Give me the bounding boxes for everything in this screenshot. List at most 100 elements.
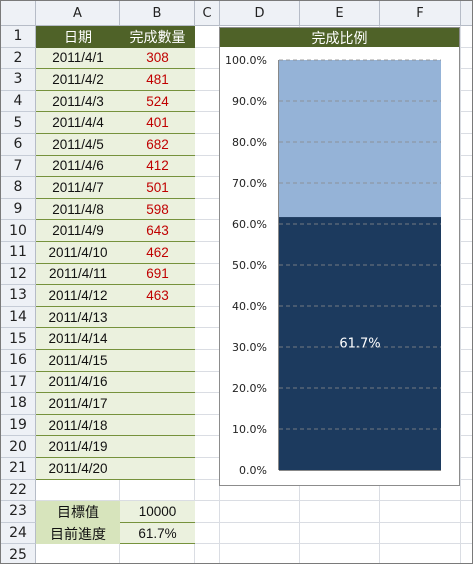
date-cell[interactable]: 2011/4/3 [36, 90, 120, 113]
row-header-1[interactable]: 1 [1, 26, 36, 48]
completion-chart[interactable]: 完成比例 0.0% 10.0% 20.0% 30.0% 40.0% 50.0% 60.0% 7… [219, 27, 460, 486]
row-header-2[interactable]: 2 [1, 47, 36, 70]
target-value[interactable]: 10000 [120, 501, 195, 523]
y-tick-label: 90.0% [232, 95, 267, 108]
row-header-20[interactable]: 20 [1, 436, 36, 458]
row-header-19[interactable]: 19 [1, 414, 36, 437]
quantity-cell[interactable]: 691 [120, 263, 195, 286]
date-cell[interactable]: 2011/4/9 [36, 220, 120, 242]
chart-title: 完成比例 [220, 28, 459, 47]
date-cell[interactable]: 2011/4/8 [36, 198, 120, 221]
column-header-f[interactable]: F [380, 1, 461, 26]
quantity-cell[interactable]: 682 [120, 134, 195, 156]
column-header-e[interactable]: E [300, 1, 380, 26]
grid-line-vertical [460, 26, 461, 563]
date-cell[interactable]: 2011/4/6 [36, 155, 120, 178]
column-header-b[interactable]: B [120, 1, 195, 26]
quantity-cell[interactable]: 524 [120, 90, 195, 113]
y-tick-label: 40.0% [232, 300, 267, 313]
grid-line-horizontal [36, 500, 472, 502]
column-header-c[interactable]: C [195, 1, 220, 26]
y-tick-label: 70.0% [232, 177, 267, 190]
completed-bar-segment [279, 217, 441, 470]
quantity-cell[interactable] [120, 371, 195, 394]
date-cell[interactable]: 2011/4/13 [36, 306, 120, 329]
row-header-18[interactable]: 18 [1, 393, 36, 415]
row-header-13[interactable]: 13 [1, 285, 36, 307]
target-label[interactable]: 目標值 [36, 501, 120, 523]
bar-data-label: 61.7% [339, 337, 380, 352]
select-all-corner[interactable] [1, 1, 36, 26]
date-column-header[interactable]: 日期 [36, 26, 120, 48]
y-tick-label: 80.0% [232, 136, 267, 149]
row-header-8[interactable]: 8 [1, 177, 36, 199]
grid-line-horizontal [36, 521, 472, 523]
y-tick-label: 20.0% [232, 382, 267, 395]
row-header-9[interactable]: 9 [1, 198, 36, 221]
quantity-cell[interactable]: 463 [120, 285, 195, 307]
row-header-15[interactable]: 15 [1, 328, 36, 350]
date-cell[interactable]: 2011/4/12 [36, 285, 120, 307]
date-cell[interactable]: 2011/4/1 [36, 47, 120, 70]
quantity-cell[interactable] [120, 350, 195, 372]
date-cell[interactable]: 2011/4/20 [36, 458, 120, 480]
y-tick-label: 60.0% [232, 218, 267, 231]
quantity-cell[interactable] [120, 306, 195, 329]
row-header-11[interactable]: 11 [1, 242, 36, 264]
quantity-cell[interactable]: 501 [120, 177, 195, 199]
row-header-10[interactable]: 10 [1, 220, 36, 242]
date-cell[interactable]: 2011/4/10 [36, 242, 120, 264]
quantity-cell[interactable] [120, 436, 195, 458]
row-header-4[interactable]: 4 [1, 90, 36, 113]
date-cell[interactable]: 2011/4/5 [36, 134, 120, 156]
progress-value[interactable]: 61.7% [120, 522, 195, 545]
quantity-cell[interactable] [120, 458, 195, 480]
column-header-a[interactable]: A [36, 1, 120, 26]
row-header-14[interactable]: 14 [1, 306, 36, 329]
date-cell[interactable]: 2011/4/4 [36, 112, 120, 134]
date-cell[interactable]: 2011/4/18 [36, 414, 120, 437]
grid-line-horizontal [36, 543, 472, 545]
date-cell[interactable]: 2011/4/15 [36, 350, 120, 372]
row-header-5[interactable]: 5 [1, 112, 36, 134]
quantity-cell[interactable]: 308 [120, 47, 195, 70]
y-tick-label: 50.0% [232, 259, 267, 272]
quantity-cell[interactable]: 598 [120, 198, 195, 221]
date-cell[interactable]: 2011/4/11 [36, 263, 120, 286]
row-header-23[interactable]: 23 [1, 501, 36, 523]
quantity-cell[interactable]: 643 [120, 220, 195, 242]
quantity-cell[interactable]: 481 [120, 69, 195, 91]
column-header-d[interactable]: D [220, 1, 300, 26]
date-cell[interactable]: 2011/4/16 [36, 371, 120, 394]
chart-plot: 0.0% 10.0% 20.0% 30.0% 40.0% 50.0% 60.0% 70.0% 8… [225, 54, 441, 477]
quantity-cell[interactable] [120, 393, 195, 415]
row-header-17[interactable]: 17 [1, 371, 36, 394]
date-cell[interactable]: 2011/4/19 [36, 436, 120, 458]
date-cell[interactable]: 2011/4/2 [36, 69, 120, 91]
row-header-3[interactable]: 3 [1, 69, 36, 91]
quantity-cell[interactable]: 462 [120, 242, 195, 264]
row-header-22[interactable]: 22 [1, 479, 36, 502]
quantity-cell[interactable]: 412 [120, 155, 195, 178]
date-cell[interactable]: 2011/4/14 [36, 328, 120, 350]
quantity-cell[interactable] [120, 414, 195, 437]
row-header-7[interactable]: 7 [1, 155, 36, 178]
row-header-25[interactable]: 25 [1, 544, 36, 563]
progress-label[interactable]: 目前進度 [36, 522, 120, 545]
date-cell[interactable]: 2011/4/17 [36, 393, 120, 415]
remaining-bar-segment [279, 60, 441, 218]
row-header-24[interactable]: 24 [1, 522, 36, 545]
quantity-cell[interactable] [120, 328, 195, 350]
date-cell[interactable]: 2011/4/7 [36, 177, 120, 199]
quantity-cell[interactable]: 401 [120, 112, 195, 134]
row-header-21[interactable]: 21 [1, 458, 36, 480]
row-header-16[interactable]: 16 [1, 350, 36, 372]
row-header-12[interactable]: 12 [1, 263, 36, 286]
y-tick-label: 30.0% [232, 341, 267, 354]
y-tick-label: 0.0% [239, 464, 267, 477]
row-header-6[interactable]: 6 [1, 134, 36, 156]
column-header-filler [461, 1, 472, 26]
quantity-column-header[interactable]: 完成數量 [120, 26, 195, 48]
y-tick-label: 100.0% [225, 54, 267, 67]
